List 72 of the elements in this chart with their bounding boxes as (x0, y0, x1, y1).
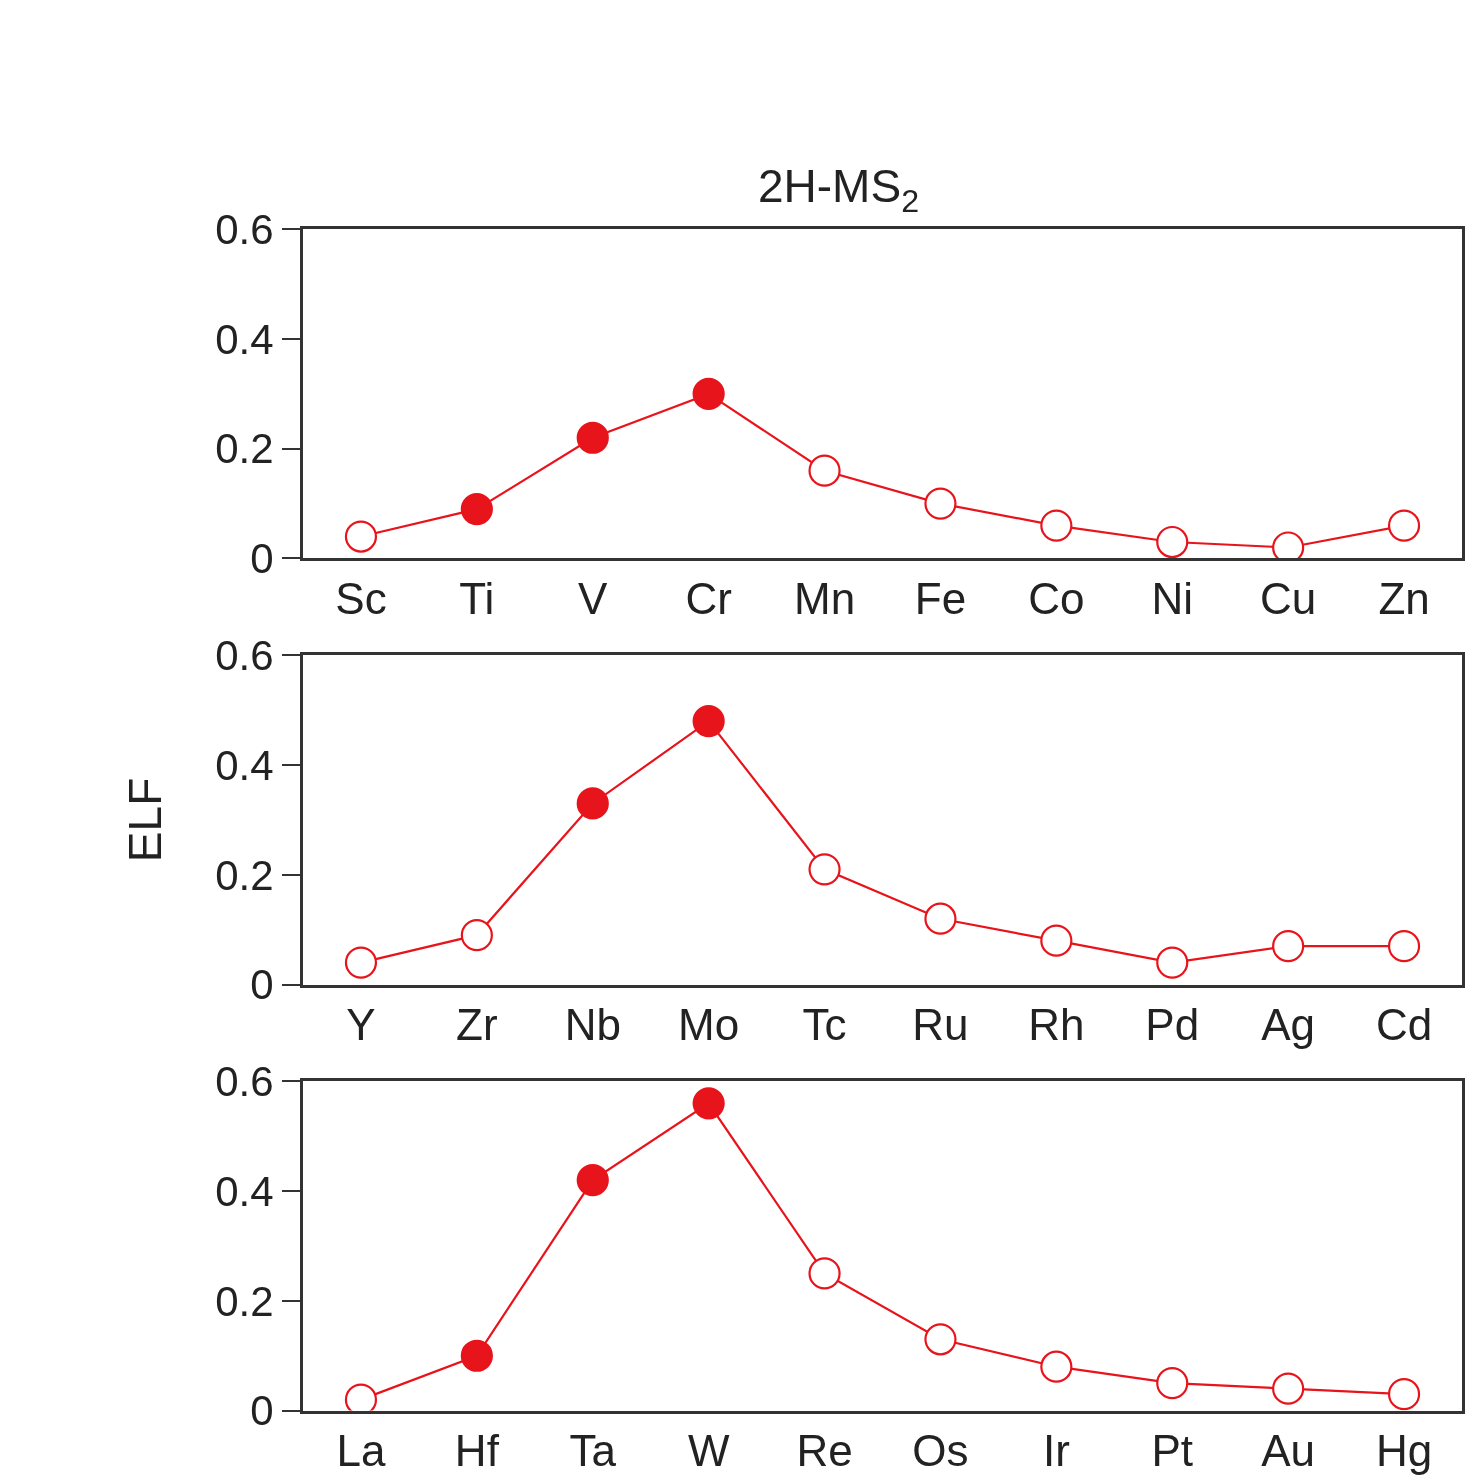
point (344, 946, 378, 979)
x-tick-label: Pd (1145, 1000, 1200, 1050)
point (1387, 1378, 1421, 1411)
point (924, 487, 957, 520)
chart-title: 2H-MS$_{2}$ (758, 160, 920, 219)
y-tick-label: 0.2 (215, 1277, 274, 1325)
x-tick-label: Re (796, 1426, 853, 1476)
point (1272, 1372, 1305, 1405)
x-tick-label: Ti (459, 574, 495, 624)
x-tick-label: La (336, 1426, 386, 1476)
x-tick-label: Cr (685, 574, 732, 624)
x-tick-label: Mo (678, 1000, 740, 1050)
y-tick-label: 0.6 (215, 205, 274, 253)
y-tick-label: 0.2 (215, 425, 274, 473)
x-tick-label: Co (1028, 574, 1085, 624)
point (1272, 930, 1305, 963)
x-tick-label: Ru (912, 1000, 969, 1050)
x-tick-label: Sc (335, 574, 387, 624)
point (808, 1257, 841, 1290)
x-tick-label: Nb (564, 1000, 621, 1050)
x-tick-label: Ta (569, 1426, 617, 1476)
x-tick-label: Cu (1260, 574, 1317, 624)
point (1387, 930, 1421, 963)
y-tick-label: 0.6 (215, 1058, 274, 1106)
x-tick-label: Hf (454, 1426, 500, 1476)
y-axis-title: ELF (118, 777, 171, 863)
x-tick-label: Rh (1028, 1000, 1085, 1050)
x-tick-label: Ag (1261, 1000, 1316, 1050)
point (1387, 509, 1421, 542)
x-tick-label: Fe (914, 574, 967, 624)
point (576, 421, 609, 454)
point (576, 1164, 609, 1197)
point (692, 377, 725, 410)
point (1156, 946, 1189, 979)
point (924, 1323, 957, 1356)
point (1040, 1350, 1073, 1383)
point (692, 1087, 725, 1120)
point (924, 902, 957, 935)
point (576, 787, 609, 820)
x-tick-label: Os (912, 1426, 969, 1476)
x-tick-label: Pt (1151, 1426, 1194, 1476)
x-tick-label: Ir (1042, 1426, 1070, 1476)
point (460, 919, 493, 952)
x-tick-label: Au (1261, 1426, 1316, 1476)
y-tick-label: 0 (250, 1387, 274, 1435)
y-tick-label: 0.2 (215, 851, 274, 899)
point (1040, 924, 1073, 957)
point (1040, 509, 1073, 542)
point (692, 705, 725, 738)
x-tick-label: Ni (1151, 574, 1194, 624)
point (1156, 1367, 1189, 1400)
y-tick-label: 0.6 (215, 632, 274, 680)
x-tick-label: Zn (1378, 574, 1430, 624)
y-tick-label: 0.4 (215, 1167, 274, 1215)
x-tick-label: W (687, 1426, 730, 1476)
x-tick-label: Zr (456, 1000, 498, 1050)
y-tick-label: 0 (250, 961, 274, 1009)
point (460, 1339, 493, 1372)
x-tick-label: Hg (1375, 1426, 1433, 1476)
x-tick-label: Cd (1375, 1000, 1433, 1050)
x-tick-label: V (578, 574, 609, 624)
x-tick-label: Mn (793, 574, 856, 624)
x-tick-label: Y (346, 1000, 376, 1050)
x-tick-label: Tc (802, 1000, 847, 1050)
point (808, 853, 841, 886)
point (460, 493, 493, 526)
point (344, 520, 378, 553)
y-tick-label: 0 (250, 535, 274, 583)
point (1156, 525, 1189, 559)
y-tick-label: 0.4 (215, 741, 274, 789)
y-tick-label: 0.4 (215, 315, 274, 363)
point (808, 454, 841, 487)
